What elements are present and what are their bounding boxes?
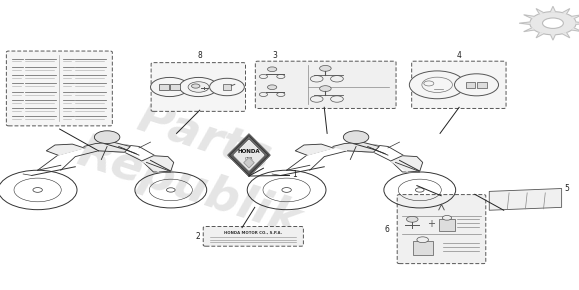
Polygon shape [571, 28, 579, 32]
Circle shape [530, 12, 576, 35]
Polygon shape [536, 32, 544, 38]
Circle shape [320, 86, 331, 92]
FancyBboxPatch shape [255, 61, 396, 108]
Polygon shape [228, 134, 270, 176]
Circle shape [409, 71, 465, 99]
Polygon shape [571, 15, 579, 19]
Text: 6: 6 [384, 225, 389, 234]
Polygon shape [536, 9, 544, 14]
Circle shape [343, 131, 369, 144]
Text: +: + [427, 219, 435, 229]
Polygon shape [489, 188, 562, 210]
Circle shape [267, 67, 277, 72]
FancyBboxPatch shape [203, 226, 303, 246]
Circle shape [320, 66, 331, 71]
Text: 1: 1 [292, 170, 297, 179]
Text: Parts
Republik: Parts Republik [72, 81, 322, 244]
Text: CBR: CBR [245, 157, 253, 161]
Text: 4: 4 [457, 51, 461, 60]
Text: HONDA: HONDA [237, 149, 261, 154]
Text: HONDA MOTOR CO., S.P.A.: HONDA MOTOR CO., S.P.A. [224, 231, 283, 235]
Polygon shape [46, 144, 84, 155]
Polygon shape [244, 157, 254, 168]
Polygon shape [524, 28, 534, 32]
FancyBboxPatch shape [439, 219, 455, 231]
Circle shape [442, 215, 452, 220]
Polygon shape [576, 22, 579, 24]
Polygon shape [84, 142, 130, 152]
Text: 5: 5 [565, 184, 569, 193]
Circle shape [151, 77, 189, 97]
Polygon shape [562, 32, 570, 38]
Polygon shape [333, 142, 379, 152]
Polygon shape [551, 35, 555, 40]
Text: 3: 3 [273, 51, 277, 60]
FancyBboxPatch shape [477, 81, 487, 88]
Circle shape [192, 84, 200, 88]
Circle shape [455, 74, 499, 96]
Polygon shape [524, 15, 534, 19]
FancyBboxPatch shape [397, 195, 486, 264]
FancyBboxPatch shape [6, 51, 112, 126]
Circle shape [543, 18, 563, 28]
FancyBboxPatch shape [466, 81, 475, 88]
Circle shape [406, 216, 418, 222]
Polygon shape [391, 156, 423, 172]
Polygon shape [295, 144, 333, 155]
Polygon shape [551, 6, 555, 12]
Text: 8: 8 [197, 51, 202, 60]
Polygon shape [234, 140, 264, 170]
Polygon shape [142, 156, 174, 172]
Polygon shape [562, 9, 570, 14]
Circle shape [210, 78, 244, 96]
Circle shape [188, 82, 209, 92]
Circle shape [179, 77, 218, 97]
FancyBboxPatch shape [151, 63, 245, 111]
Circle shape [94, 131, 120, 144]
Circle shape [417, 237, 428, 243]
FancyBboxPatch shape [170, 84, 179, 90]
Text: 2: 2 [195, 232, 200, 241]
FancyBboxPatch shape [413, 242, 433, 255]
FancyBboxPatch shape [412, 61, 506, 108]
FancyBboxPatch shape [222, 84, 232, 90]
Circle shape [267, 85, 277, 90]
FancyBboxPatch shape [159, 84, 168, 90]
Polygon shape [519, 22, 530, 24]
